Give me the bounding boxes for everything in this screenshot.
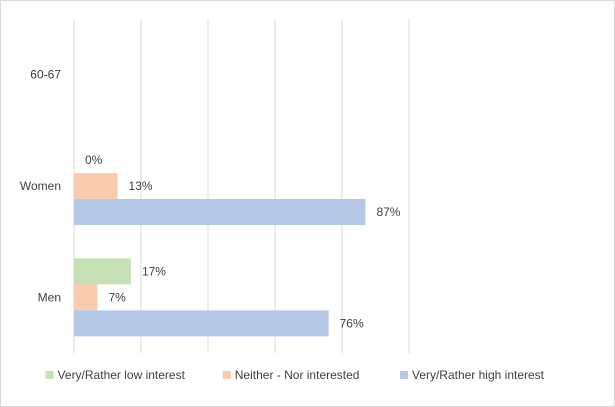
bar (74, 199, 366, 225)
data-labels: 0% 13% 87% 17% 7% 76% (85, 153, 401, 330)
data-label: 17% (142, 264, 166, 278)
data-label: 76% (340, 316, 364, 330)
bar (74, 310, 329, 337)
bar (74, 173, 118, 199)
legend-label: Neither - Nor interested (235, 368, 360, 382)
legend-swatch (222, 371, 231, 379)
data-label: 13% (129, 179, 153, 193)
legend: Very/Rather low interest Neither - Nor in… (45, 368, 545, 382)
data-label: 87% (376, 205, 400, 219)
bars (74, 173, 366, 337)
data-label: 0% (85, 153, 103, 167)
category-label: Men (38, 290, 61, 304)
legend-swatch (399, 371, 408, 379)
category-labels: 60-67 Women Men (20, 68, 61, 305)
data-label: 7% (108, 290, 126, 304)
legend-label: Very/Rather high interest (412, 368, 545, 382)
bar (74, 284, 98, 311)
bar (74, 258, 131, 285)
category-label: Women (20, 179, 61, 193)
legend-label: Very/Rather low interest (58, 368, 186, 382)
category-label: 60-67 (30, 68, 61, 82)
legend-swatch (45, 371, 54, 379)
